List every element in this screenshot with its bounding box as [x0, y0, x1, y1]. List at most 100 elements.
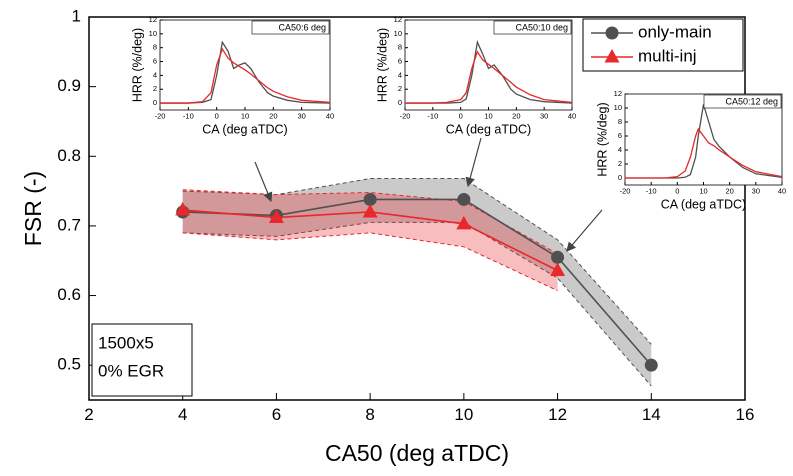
series-line: [625, 127, 783, 179]
y-tick-label: 0: [398, 98, 402, 107]
arrow: [465, 137, 482, 188]
band-edge: [182, 232, 558, 292]
y-axis-label: HRR (%/deg): [130, 28, 144, 102]
marker: [175, 201, 191, 216]
legend-marker: [605, 26, 619, 40]
y-tick-label: 6: [153, 57, 157, 66]
x-tick-label: -20: [155, 112, 166, 121]
marker: [456, 215, 472, 230]
x-tick-label: 6: [272, 405, 281, 424]
title-box: [251, 20, 330, 35]
y-tick-label: 4: [618, 145, 622, 154]
y-tick-label: 0.5: [57, 355, 81, 374]
y-tick-label: 0.8: [57, 146, 81, 165]
x-tick-label: 0: [215, 112, 219, 121]
y-tick-label: 2: [618, 159, 622, 168]
x-tick-label: 30: [540, 112, 548, 121]
y-axis-label: HRR (%/deg): [375, 28, 389, 102]
x-tick-label: 20: [269, 112, 277, 121]
x-tick-label: 12: [548, 405, 567, 424]
x-tick-label: 8: [365, 405, 374, 424]
x-tick-label: -10: [183, 112, 194, 121]
marker: [551, 250, 565, 264]
y-tick-label: 2: [153, 84, 157, 93]
arrow: [254, 161, 273, 203]
y-tick-label: 10: [149, 29, 157, 38]
y-tick-label: 0: [153, 98, 157, 107]
marker: [362, 203, 378, 218]
series-line: [160, 47, 331, 104]
band-edge: [182, 221, 652, 387]
marker: [363, 192, 377, 206]
y-tick-label: 8: [398, 43, 402, 52]
x-tick-label: 2: [84, 405, 93, 424]
x-tick-label: 0: [675, 187, 679, 196]
arrow: [566, 209, 603, 252]
x-tick-label: 40: [326, 112, 334, 121]
x-tick-label: -20: [620, 187, 631, 196]
x-tick-label: -10: [427, 112, 438, 121]
x-tick-label: 4: [178, 405, 187, 424]
y-tick-label: 6: [398, 57, 402, 66]
y-tick-label: 0.9: [57, 76, 81, 95]
y-tick-label: 6: [618, 131, 622, 140]
y-tick-label: 0: [618, 173, 622, 182]
y-tick-label: 8: [153, 43, 157, 52]
marker: [268, 209, 284, 224]
x-tick-label: 10: [241, 112, 249, 121]
band: [182, 178, 652, 387]
inset-title: CA50:12 deg: [725, 96, 778, 106]
inset-background: [160, 20, 330, 110]
x-tick-label: -10: [646, 187, 657, 196]
annotation: 1500x5: [98, 333, 154, 352]
y-tick-label: 12: [614, 89, 622, 98]
marker: [550, 262, 566, 276]
legend-label: only-main: [638, 22, 712, 41]
series-line: [182, 198, 652, 366]
y-axis-label: HRR (%/deg): [595, 102, 609, 176]
annotation: 0% EGR: [98, 361, 164, 380]
legend-label: multi-inj: [638, 46, 697, 65]
y-tick-label: 2: [398, 84, 402, 93]
x-axis-label: CA (deg aTDC): [661, 197, 746, 211]
arrows: [254, 137, 603, 252]
x-tick-label: 10: [699, 187, 707, 196]
series-line: [405, 50, 573, 104]
x-tick-label: 30: [752, 187, 760, 196]
x-tick-label: 30: [297, 112, 305, 121]
y-tick-label: 10: [394, 29, 402, 38]
y-tick-label: 1: [72, 6, 81, 25]
y-axis-label: FSR (-): [20, 171, 46, 246]
y-tick-label: 12: [394, 15, 402, 24]
inset-title: CA50:6 deg: [278, 22, 326, 32]
x-tick-label: 20: [512, 112, 520, 121]
x-axis-label: CA (deg aTDC): [202, 122, 287, 136]
x-tick-label: 20: [725, 187, 733, 196]
inset-title: CA50:10 deg: [515, 22, 568, 32]
y-tick-label: 4: [153, 70, 157, 79]
title-box: [493, 20, 572, 35]
annotation-box: [91, 323, 193, 397]
y-tick-label: 0.6: [57, 285, 81, 304]
y-tick-label: 8: [618, 117, 622, 126]
marker: [644, 358, 658, 372]
title-box: [703, 94, 782, 109]
y-tick-label: 12: [149, 15, 157, 24]
legend-marker: [604, 49, 620, 63]
x-tick-label: 10: [484, 112, 492, 121]
series-line: [625, 104, 783, 179]
x-tick-label: 10: [454, 405, 473, 424]
plot-frame: [88, 16, 746, 401]
x-tick-label: 14: [642, 405, 661, 424]
x-tick-label: 0: [459, 112, 463, 121]
x-axis-label: CA (deg aTDC): [446, 122, 531, 136]
marker: [457, 192, 471, 206]
x-tick-label: 40: [568, 112, 576, 121]
x-tick-label: -20: [400, 112, 411, 121]
x-axis-label: CA50 (deg aTDC): [325, 440, 509, 466]
y-tick-label: 0.7: [57, 215, 81, 234]
inset-background: [625, 94, 782, 185]
x-tick-label: 16: [736, 405, 755, 424]
y-tick-label: 4: [398, 70, 402, 79]
